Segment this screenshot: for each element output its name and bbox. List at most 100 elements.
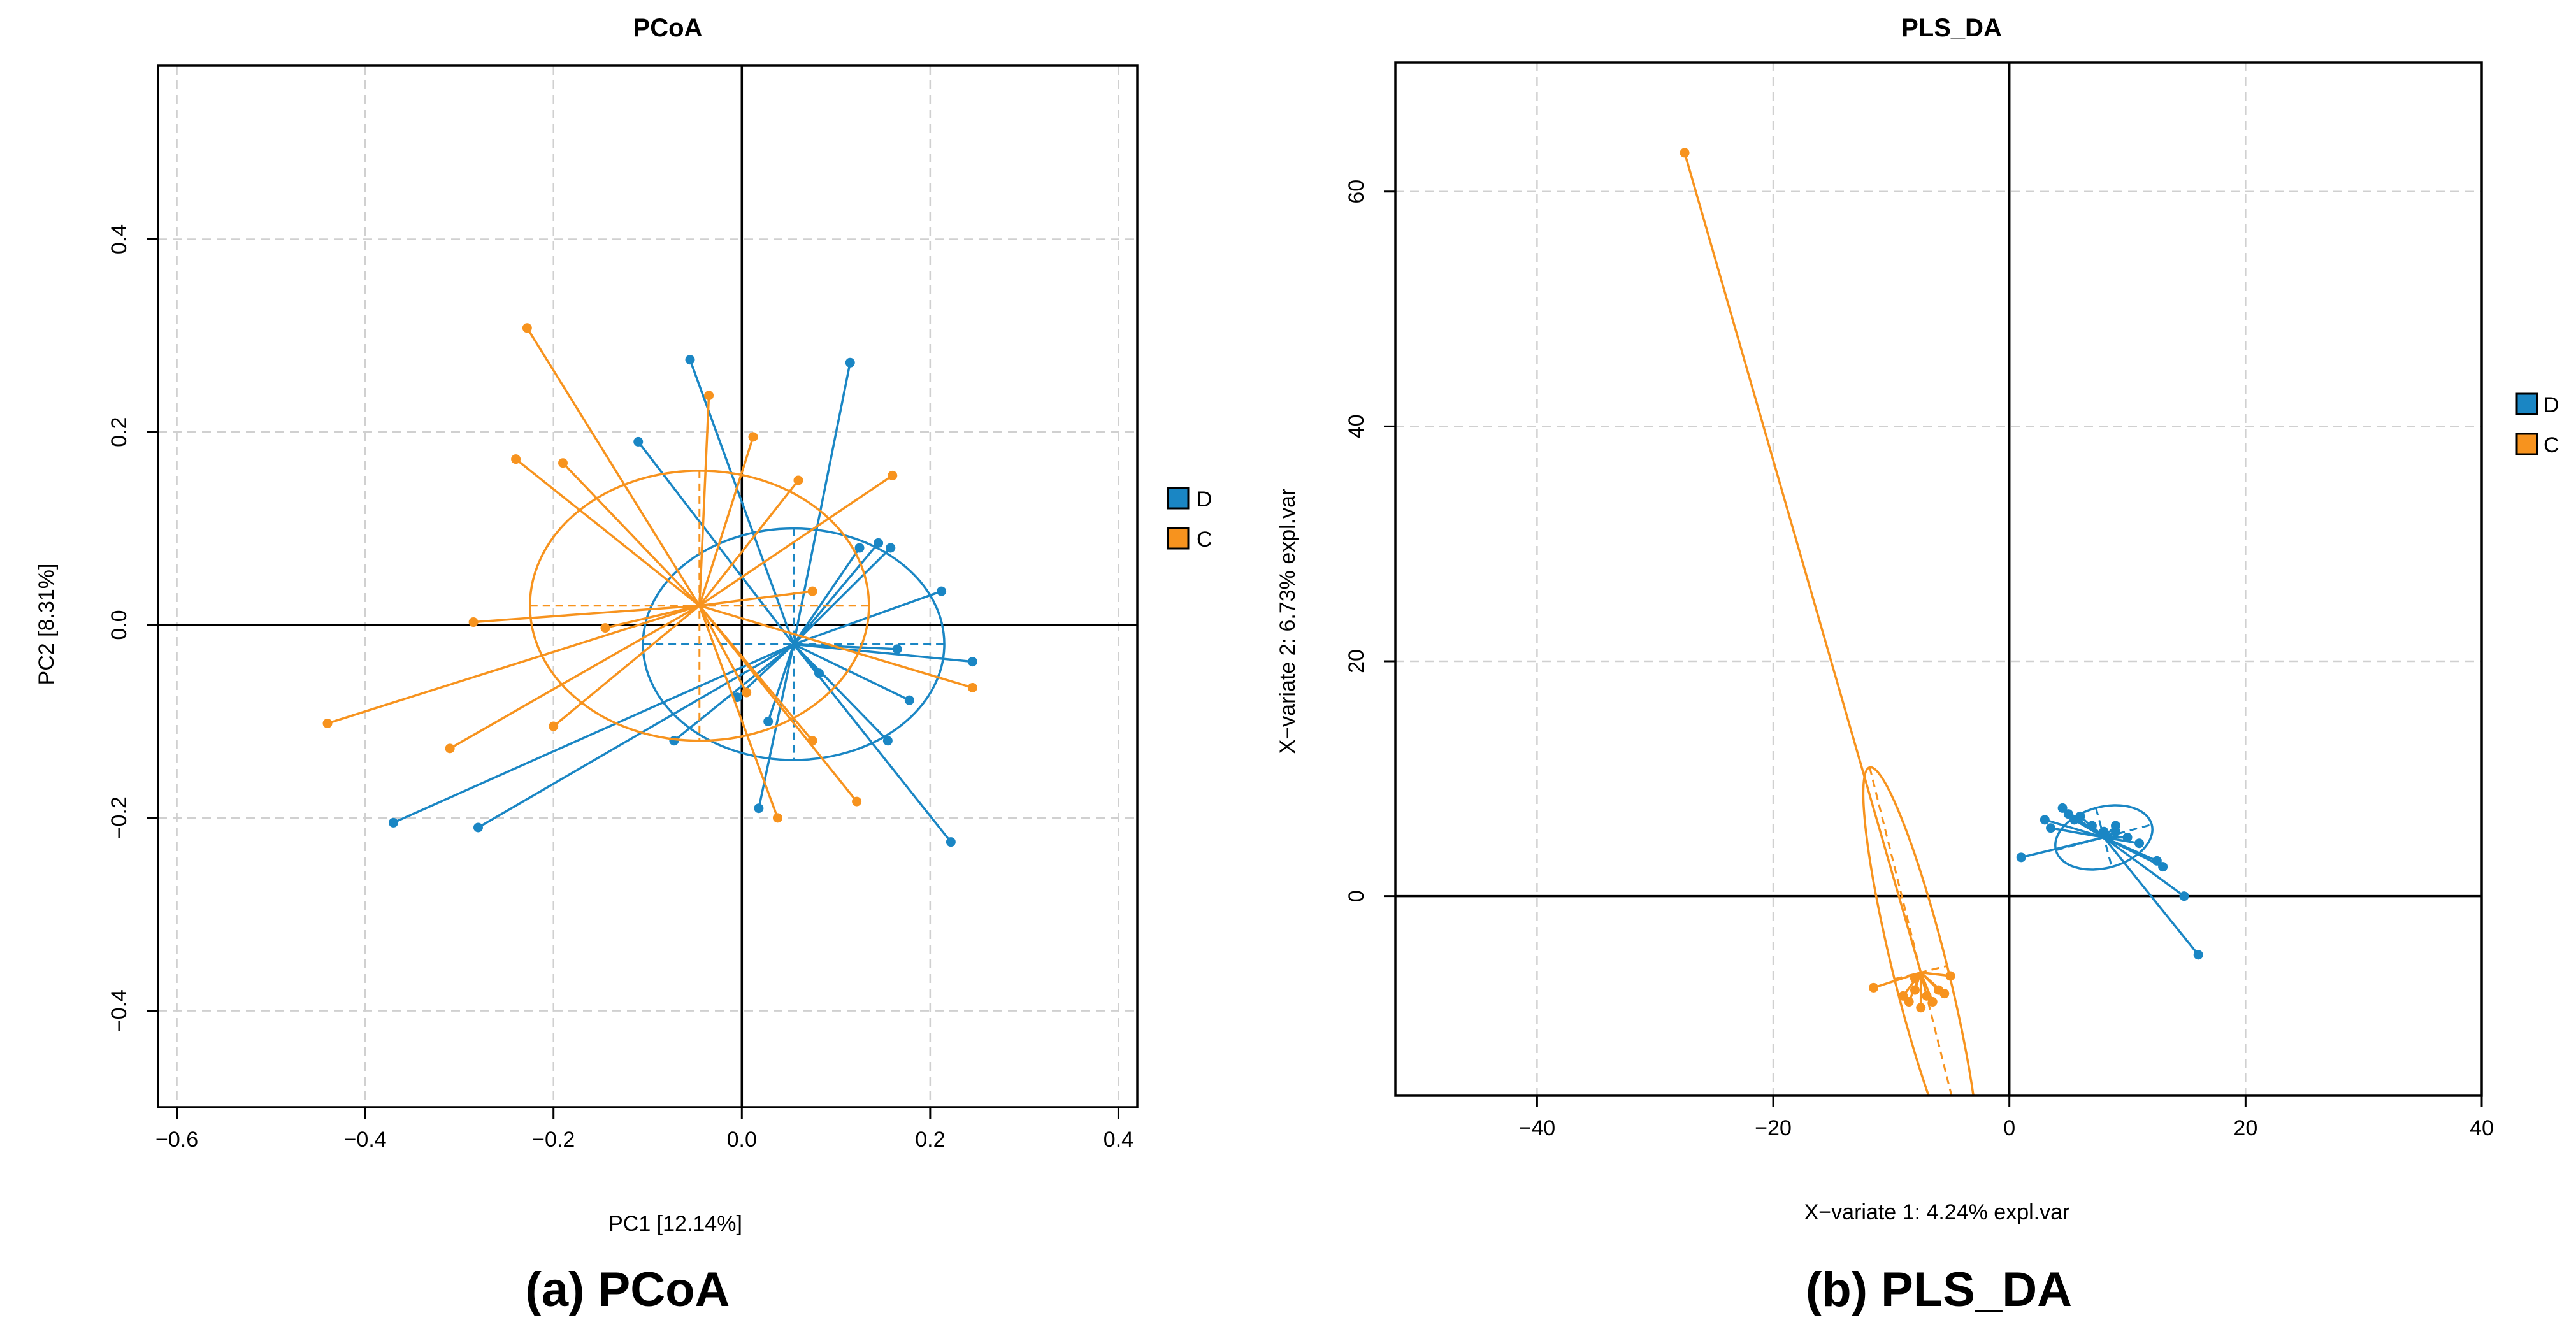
plsda-legend-label-c: C	[2544, 433, 2559, 457]
pcoa-legend-swatch-d	[1167, 487, 1190, 510]
pcoa-y-ticks: −0.4 −0.2 0.0 0.2 0.4	[107, 224, 158, 1032]
plsda-y-tick-label: 40	[1344, 414, 1369, 438]
pcoa-point-c	[558, 458, 568, 468]
plsda-panel: PLS_DA −40 −20 0 20 40 0 20 40 60 X−variate 1: …	[1276, 14, 2559, 1317]
pcoa-y-tick-label: −0.2	[107, 796, 131, 839]
plsda-point-d	[2179, 891, 2189, 901]
pcoa-spoke-d	[477, 643, 795, 829]
plsda-point-d	[2069, 815, 2080, 825]
plsda-point-c	[1945, 971, 1955, 981]
pcoa-x-tick-label: −0.6	[155, 1128, 198, 1152]
pcoa-spoke-c	[698, 395, 710, 606]
plsda-point-d	[2016, 852, 2026, 863]
plsda-spoke-d	[2103, 836, 2185, 898]
caption-plsda: (b) PLS_DA	[1806, 1263, 2072, 1317]
plsda-point-c	[1916, 1003, 1926, 1013]
pcoa-point-c	[600, 623, 610, 633]
pcoa-point-d	[845, 357, 855, 368]
plsda-point-d	[2046, 823, 2056, 833]
plsda-spoke-d	[2050, 827, 2105, 839]
pcoa-point-d	[754, 803, 764, 814]
pcoa-point-c	[511, 454, 521, 464]
pcoa-point-d	[814, 668, 824, 678]
pcoa-spoke-d	[793, 643, 910, 701]
plsda-spoke-d	[2020, 836, 2105, 859]
plsda-point-c	[1910, 985, 1920, 995]
plsda-point-d	[2057, 803, 2068, 813]
pcoa-point-c	[772, 813, 782, 823]
pcoa-legend-label-d: D	[1197, 487, 1212, 512]
pcoa-point-c	[468, 617, 479, 628]
plsda-plot-frame	[1394, 61, 2483, 1097]
pcoa-point-c	[852, 796, 862, 807]
plsda-point-d	[2134, 838, 2145, 849]
pcoa-point-c	[742, 687, 752, 698]
caption-pcoa: (a) PCoA	[526, 1263, 730, 1317]
pcoa-spoke-d	[767, 643, 795, 722]
pcoa-x-tick-label: 0.2	[915, 1128, 945, 1152]
pcoa-point-d	[937, 586, 947, 596]
pcoa-x-tick-label: 0.0	[727, 1128, 757, 1152]
plsda-point-d	[2087, 821, 2097, 831]
pcoa-point-d	[388, 817, 398, 828]
pcoa-legend-label-c: C	[1197, 527, 1212, 552]
pcoa-plot-frame	[157, 64, 1139, 1108]
pcoa-point-c	[522, 323, 532, 333]
pcoa-y-tick-label: 0.4	[107, 224, 131, 254]
pcoa-spoke-d	[392, 643, 795, 824]
plsda-point-c	[1680, 148, 1690, 158]
pcoa-marks	[322, 323, 977, 847]
pcoa-y-axis-label: PC2 [8.31%]	[34, 564, 59, 685]
pcoa-x-tick-label: −0.4	[344, 1128, 387, 1152]
pcoa-spoke-c	[526, 327, 701, 606]
pcoa-spoke-d	[793, 643, 898, 650]
pcoa-legend: D C	[1167, 487, 1212, 552]
pcoa-spoke-c	[698, 605, 748, 693]
pcoa-point-c	[793, 475, 803, 485]
plsda-point-d	[2152, 856, 2162, 866]
plsda-x-tick-label: −20	[1755, 1116, 1792, 1140]
pcoa-x-tick-label: 0.4	[1104, 1128, 1133, 1152]
pcoa-spoke-c	[605, 605, 700, 629]
pcoa-spoke-c	[698, 436, 754, 606]
plsda-x-axis-label: X−variate 1: 4.24% expl.var	[1804, 1200, 2070, 1224]
pcoa-y-tick-label: 0.0	[107, 610, 131, 640]
pcoa-point-c	[549, 721, 559, 731]
plsda-point-d	[2193, 950, 2203, 960]
pcoa-point-c	[807, 736, 817, 746]
pcoa-point-d	[633, 436, 644, 447]
plsda-x-ticks: −40 −20 0 20 40	[1519, 1096, 2494, 1140]
pcoa-spoke-c	[698, 474, 893, 607]
pcoa-legend-swatch-c	[1167, 527, 1190, 550]
plsda-spoke-d	[2103, 836, 2140, 845]
pcoa-y-tick-label: 0.2	[107, 417, 131, 447]
pcoa-title: PCoA	[633, 14, 703, 42]
plsda-x-tick-label: 20	[2233, 1116, 2257, 1140]
pcoa-spoke-d	[792, 362, 851, 645]
pcoa-point-d	[685, 355, 695, 365]
pcoa-x-ticks: −0.6 −0.4 −0.2 0.0 0.2 0.4	[155, 1107, 1133, 1152]
pcoa-spoke-d	[673, 643, 795, 742]
plsda-point-d	[2110, 821, 2120, 831]
pcoa-point-d	[473, 822, 483, 833]
pcoa-spoke-d	[793, 547, 861, 645]
plsda-point-c	[1904, 997, 1914, 1007]
pcoa-x-tick-label: −0.2	[532, 1128, 575, 1152]
plsda-spoke-c	[1683, 152, 1922, 973]
pcoa-spoke-c	[515, 458, 700, 607]
plsda-legend: D C	[2515, 392, 2559, 457]
pcoa-point-d	[874, 538, 884, 548]
plsda-marks	[1680, 148, 2203, 1096]
plsda-point-c	[1898, 991, 1908, 1001]
pcoa-point-c	[807, 586, 817, 596]
plsda-point-d	[2122, 833, 2133, 842]
pcoa-point-d	[882, 736, 893, 746]
pcoa-spoke-c	[327, 605, 700, 725]
pcoa-point-c	[704, 391, 714, 401]
plsda-point-d	[2158, 862, 2168, 872]
plsda-point-c	[1927, 997, 1938, 1007]
pcoa-point-d	[669, 736, 679, 746]
pcoa-spoke-d	[793, 542, 879, 645]
plsda-spoke-d	[2103, 836, 2199, 956]
